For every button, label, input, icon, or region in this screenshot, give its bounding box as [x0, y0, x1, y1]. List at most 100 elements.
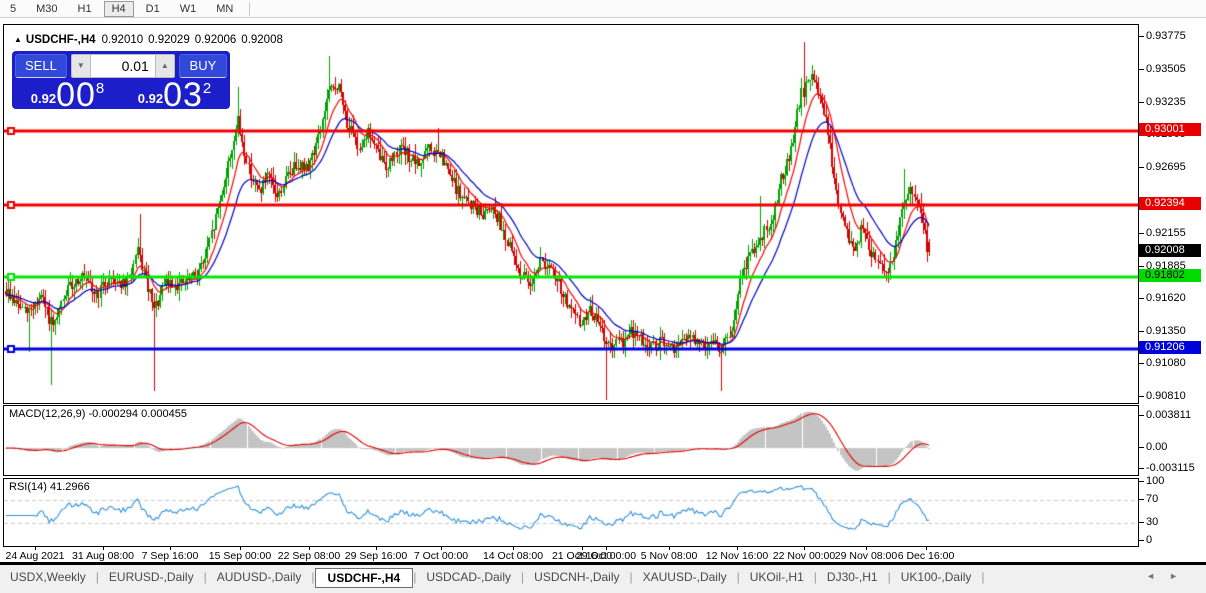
chart-tab-eurusd--daily[interactable]: EURUSD-,Daily: [108, 570, 194, 584]
current-price-badge: 0.92008: [1139, 244, 1201, 257]
time-tick-label: 29 Oct 00:00: [575, 550, 637, 562]
price-tick-mark: [1139, 266, 1144, 267]
price-tick-mark: [1139, 363, 1144, 364]
rsi-tick-mark: [1139, 499, 1144, 500]
tab-scroll-arrows: ◄►: [1146, 568, 1206, 581]
time-axis[interactable]: 24 Aug 2021 31 Aug 08:00 7 Sep 16:00 15 Sep…: [3, 547, 1139, 564]
tab-scroll-left-icon[interactable]: ◄: [1146, 571, 1170, 581]
time-tick-label: 14 Oct 08:00: [482, 550, 544, 562]
chart-tab-audusd--daily[interactable]: AUDUSD-,Daily: [216, 570, 302, 584]
hline-price-badge: 0.91802: [1139, 269, 1201, 282]
rsi-canvas[interactable]: [4, 479, 1138, 546]
time-tick-label: 12 Nov 16:00: [705, 550, 769, 562]
hline-price-badge: 0.92394: [1139, 197, 1201, 210]
hline-price-badge: 0.93001: [1139, 123, 1201, 136]
time-tick-label: 6 Dec 16:00: [897, 550, 955, 562]
quote-symbol-label: USDCHF-,H4: [25, 34, 96, 46]
price-tick-label: 0.90810: [1146, 390, 1186, 402]
buy-price[interactable]: 0.92 03 2: [122, 76, 227, 114]
main-chart-panel[interactable]: ▲ USDCHF-,H4 0.92010 0.92029 0.92006 0.92008 …: [3, 24, 1139, 404]
macd-label: MACD(12,26,9) -0.000294 0.000455: [9, 408, 187, 420]
price-tick-mark: [1139, 331, 1144, 332]
time-tick-label: 24 Aug 2021: [5, 550, 65, 562]
time-tick-mark: [170, 547, 171, 550]
chart-tab-usdchf--h4[interactable]: USDCHF-,H4: [314, 568, 414, 588]
tab-separator: |: [521, 570, 525, 584]
time-tick-mark: [926, 547, 927, 550]
price-tick-mark: [1139, 167, 1144, 168]
time-tick-mark: [103, 547, 104, 550]
buy-price-pipette: 2: [202, 80, 212, 97]
macd-panel[interactable]: MACD(12,26,9) -0.000294 0.000455: [3, 405, 1139, 476]
tab-separator: |: [95, 570, 99, 584]
macd-scale-label: 0.00: [1146, 441, 1168, 453]
time-tick-mark: [240, 547, 241, 550]
volume-increase-button[interactable]: ▲: [154, 54, 175, 78]
rsi-tick-mark: [1139, 481, 1144, 482]
macd-scale-label: 0.003811: [1146, 409, 1192, 421]
window-divider: [0, 562, 1206, 565]
timeframe-button-5[interactable]: 5: [10, 2, 17, 15]
time-tick-mark: [309, 547, 310, 550]
chart-tab-usdcad--daily[interactable]: USDCAD-,Daily: [426, 570, 512, 584]
quote-open: 0.92010: [101, 34, 144, 46]
price-tick-mark: [1139, 396, 1144, 397]
toolbar-separator: [249, 1, 251, 16]
chart-tab-ukoil--h1[interactable]: UKOil-,H1: [749, 570, 804, 584]
macd-scale-label: -0.003115: [1146, 462, 1195, 474]
timeframe-button-h1[interactable]: H1: [77, 2, 92, 15]
timeframe-button-m30[interactable]: M30: [36, 2, 58, 15]
price-tick-label: 0.93235: [1146, 96, 1186, 108]
time-tick-label: 22 Sep 08:00: [277, 550, 341, 562]
time-tick-mark: [669, 547, 670, 550]
time-tick-label: 7 Oct 00:00: [413, 550, 469, 562]
time-tick-label: 29 Nov 08:00: [834, 550, 898, 562]
sell-price[interactable]: 0.92 00 8: [15, 78, 120, 112]
price-tick-label: 0.91620: [1146, 292, 1186, 304]
chart-tab-usdx-weekly[interactable]: USDX,Weekly: [10, 570, 86, 584]
sell-button[interactable]: SELL: [15, 54, 67, 78]
time-tick-mark: [737, 547, 738, 550]
time-tick-label: 31 Aug 08:00: [72, 550, 134, 562]
chart-tab-dj30--h1[interactable]: DJ30-,H1: [826, 570, 878, 584]
chart-tab-bar: USDX,Weekly | EURUSD-,Daily | AUDUSD-,Daily |…: [0, 565, 1206, 593]
time-tick-label: 29 Sep 16:00: [344, 550, 408, 562]
price-tick-mark: [1139, 36, 1144, 37]
tab-scroll-right-icon[interactable]: ►: [1169, 571, 1192, 581]
sell-price-prefix: 0.92: [30, 91, 57, 106]
chart-window: ▲ USDCHF-,H4 0.92010 0.92029 0.92006 0.92008 …: [0, 18, 1206, 565]
timeframe-button-h4[interactable]: H4: [103, 0, 134, 17]
buy-button[interactable]: BUY: [178, 54, 227, 78]
time-tick-mark: [582, 547, 583, 550]
time-tick-mark: [866, 547, 867, 550]
price-tick-mark: [1139, 102, 1144, 103]
macd-tick-mark: [1139, 447, 1144, 448]
collapse-panel-icon[interactable]: ▲: [14, 35, 22, 44]
price-tick-mark: [1139, 298, 1144, 299]
timeframe-button-d1[interactable]: D1: [145, 2, 160, 15]
tab-separator: |: [981, 570, 985, 584]
time-tick-label: 22 Nov 00:00: [772, 550, 836, 562]
price-tick-label: 0.91350: [1146, 325, 1186, 337]
chart-tab-usdcnh--daily[interactable]: USDCNH-,Daily: [534, 570, 620, 584]
macd-tick-mark: [1139, 468, 1144, 469]
rsi-tick-mark: [1139, 522, 1144, 523]
rsi-panel[interactable]: RSI(14) 41.2966: [3, 478, 1139, 547]
quote-close: 0.92008: [241, 34, 283, 46]
chart-tab-xauusd--daily[interactable]: XAUUSD-,Daily: [642, 570, 727, 584]
price-scale[interactable]: 0.937750.935050.932350.929650.926950.921…: [1139, 18, 1206, 565]
volume-input[interactable]: [90, 54, 155, 78]
price-tick-mark: [1139, 233, 1144, 234]
buy-price-digits: 03: [163, 76, 203, 114]
price-tick-label: 0.92155: [1146, 227, 1186, 239]
timeframe-button-mn[interactable]: MN: [216, 2, 234, 15]
chart-tab-uk100--daily[interactable]: UK100-,Daily: [900, 570, 972, 584]
tab-separator: |: [311, 570, 315, 584]
tab-separator: |: [413, 570, 417, 584]
timeframe-button-w1[interactable]: W1: [179, 2, 197, 15]
rsi-label: RSI(14) 41.2966: [9, 481, 90, 493]
volume-decrease-button[interactable]: ▼: [70, 54, 91, 78]
tab-separator: |: [629, 570, 633, 584]
macd-canvas[interactable]: [4, 406, 1138, 475]
